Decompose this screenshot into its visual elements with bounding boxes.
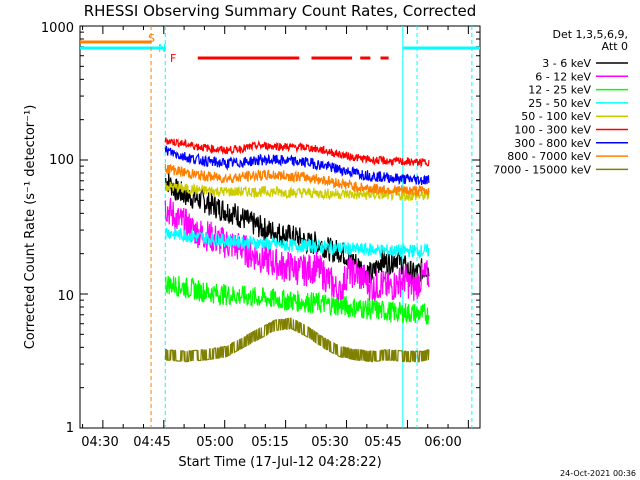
x-axis-label: Start Time (17-Jul-12 04:28:22) — [178, 455, 381, 470]
legend-header-line-2: Att 0 — [602, 40, 628, 53]
y-tick-label-1: 1 — [66, 421, 74, 436]
series-line-0 — [164, 173, 430, 285]
series-line-8 — [164, 317, 430, 363]
legend-label-6: 300 - 800 keV — [514, 137, 591, 150]
x-tick-label-0500: 05:00 — [196, 435, 233, 450]
legend-label-2: 12 - 25 keV — [528, 84, 591, 97]
legend-label-3: 25 - 50 keV — [528, 97, 591, 110]
chart-title: RHESSI Observing Summary Count Rates, Co… — [84, 2, 477, 20]
legend-label-0: 3 - 6 keV — [542, 57, 591, 70]
series-line-4 — [164, 181, 430, 202]
y-axis: 1 10 100 1000 Corrected Count Rate (s⁻¹ … — [23, 21, 74, 436]
flag-f-label: F — [170, 52, 176, 65]
x-tick-label-0545: 05:45 — [364, 435, 401, 450]
flag-n-label: N — [158, 42, 166, 55]
series-line-3 — [164, 227, 430, 260]
x-tick-label-0430: 04:30 — [81, 435, 118, 450]
flag-s-label: S — [148, 32, 155, 45]
y-tick-label-100: 100 — [49, 153, 74, 168]
interval-markers — [80, 26, 480, 428]
plot-frame — [79, 25, 481, 429]
series-line-7 — [164, 163, 430, 196]
x-tick-label-0445: 04:45 — [133, 435, 170, 450]
legend-label-7: 800 - 7000 keV — [507, 150, 591, 163]
legend-label-8: 7000 - 15000 keV — [493, 163, 591, 176]
legend-label-4: 50 - 100 keV — [521, 110, 591, 123]
flag-labels: S N F — [148, 32, 176, 65]
legend-header-line-1: Det 1,3,5,6,9, — [552, 28, 628, 41]
y-axis-label: Corrected Count Rate (s⁻¹ detector⁻¹) — [23, 105, 38, 350]
series-lines — [164, 137, 430, 363]
series-line-6 — [164, 145, 430, 186]
footer-date: 24-Oct-2021 00:36 — [560, 469, 636, 478]
x-tick-label-0530: 05:30 — [311, 435, 348, 450]
x-axis: 04:30 04:45 05:00 05:15 05:30 05:45 06:0… — [81, 435, 461, 470]
series-line-1 — [164, 197, 430, 308]
x-tick-label-0515: 05:15 — [251, 435, 288, 450]
y-tick-label-10: 10 — [57, 289, 74, 304]
legend-label-5: 100 - 300 keV — [514, 124, 591, 137]
axis-ticks — [80, 25, 480, 429]
y-tick-label-1000: 1000 — [41, 21, 74, 36]
series-line-5 — [164, 137, 430, 169]
x-tick-label-0600: 06:00 — [424, 435, 461, 450]
plot-area — [79, 25, 481, 429]
legend-label-1: 6 - 12 keV — [535, 70, 591, 83]
series-line-2 — [164, 275, 430, 325]
